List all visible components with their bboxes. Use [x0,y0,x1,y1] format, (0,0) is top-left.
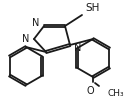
Text: CH₃: CH₃ [108,89,125,98]
Text: SH: SH [85,3,99,13]
Text: N: N [74,43,81,53]
Text: O: O [86,86,94,96]
Text: N: N [22,34,29,44]
Text: N: N [32,18,39,28]
